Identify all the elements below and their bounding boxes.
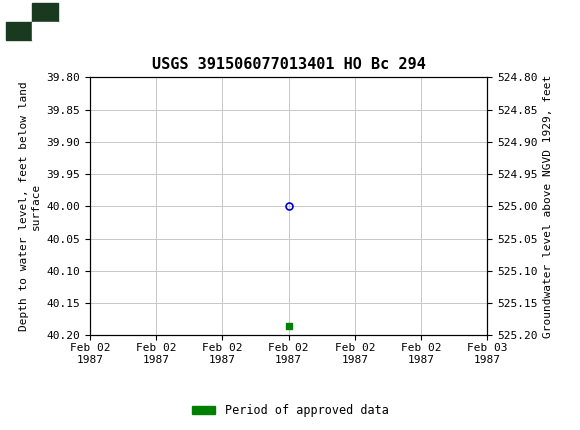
Bar (32, 3, 58, 22)
Bar (32, 22, 58, 40)
Y-axis label: Depth to water level, feet below land
surface: Depth to water level, feet below land su… (19, 82, 41, 331)
Text: USGS: USGS (70, 12, 113, 31)
Bar (6, 22, 32, 40)
Title: USGS 391506077013401 HO Bc 294: USGS 391506077013401 HO Bc 294 (152, 57, 425, 72)
Bar (6, 3, 32, 22)
Y-axis label: Groundwater level above NGVD 1929, feet: Groundwater level above NGVD 1929, feet (543, 75, 553, 338)
Legend: Period of approved data: Period of approved data (187, 399, 393, 422)
